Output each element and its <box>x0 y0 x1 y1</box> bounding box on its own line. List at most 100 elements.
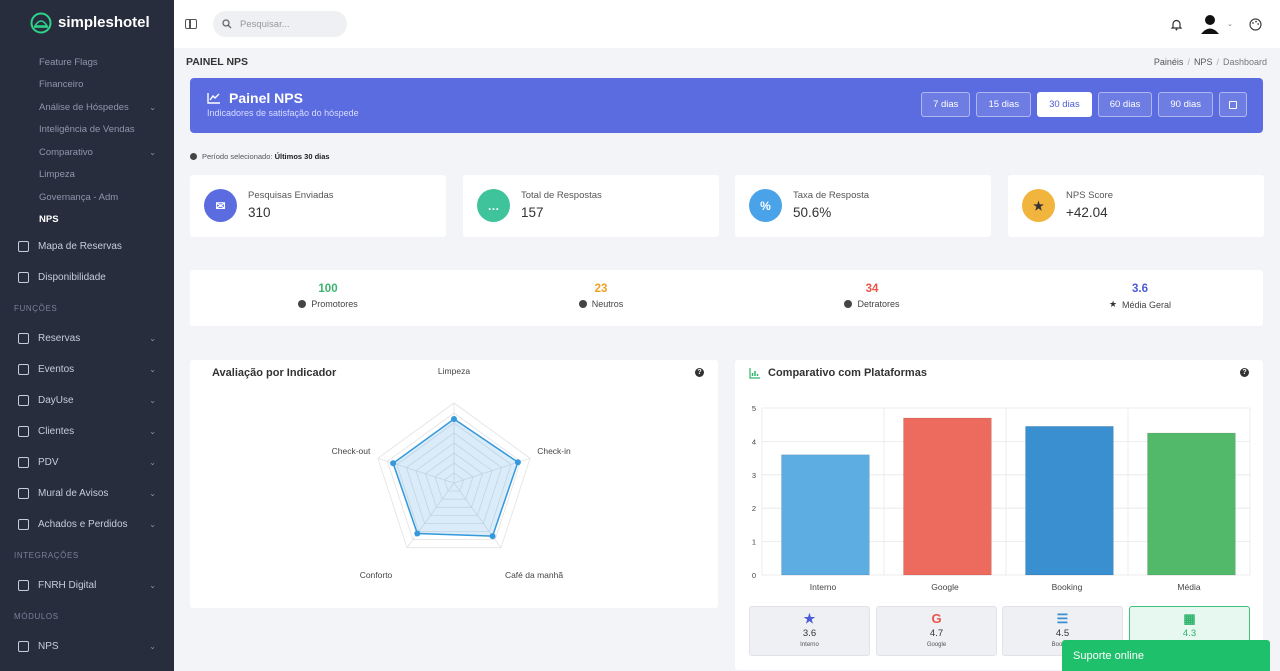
chevron-down-icon: ⌄ <box>149 396 156 405</box>
sidebar-subitem-feature-flags[interactable]: Feature Flags <box>0 51 174 74</box>
radar-point-limpeza <box>451 416 457 422</box>
range-7-dias-button[interactable]: 7 dias <box>921 92 971 117</box>
breadcrumb-paineis[interactable]: Painéis <box>1153 57 1184 67</box>
user-icon <box>18 426 29 437</box>
bed-icon: ☰ <box>1056 611 1069 626</box>
platform-google-card[interactable]: G 4.7 Google <box>876 606 997 656</box>
sidebar-subitem-comparativo[interactable]: Comparativo ⌄ <box>0 141 174 164</box>
sidebar-item-label: Disponibilidade <box>38 272 106 283</box>
radar-label-cafe-da-manha: Café da manhã <box>505 570 563 580</box>
sidebar-subitem-financeiro[interactable]: Financeiro <box>0 74 174 97</box>
radar-grid-ring <box>396 422 512 532</box>
bar-card-title: Comparativo com Plataformas <box>749 367 927 379</box>
sidebar-item-fnrh-digital[interactable]: FNRH Digital ⌄ <box>0 570 174 601</box>
frown-icon <box>844 300 853 308</box>
radar-spoke <box>406 482 455 548</box>
sidebar-item-reservas[interactable]: Reservas ⌄ <box>0 323 174 354</box>
sidebar-item-dayuse[interactable]: DayUse ⌄ <box>0 385 174 416</box>
sidebar-item-left: PDV <box>18 457 59 468</box>
sidebar-subitem-nps[interactable]: NPS <box>0 209 174 232</box>
help-icon[interactable]: ? <box>1240 368 1249 377</box>
chevron-down-icon: ⌄ <box>149 642 156 651</box>
breadcrumb-nps[interactable]: NPS <box>1193 57 1213 67</box>
support-online-button[interactable]: Suporte online <box>1062 640 1270 671</box>
sidebar-item-mural-de-avisos[interactable]: Mural de Avisos ⌄ <box>0 478 174 509</box>
platform-name: Google <box>926 642 947 648</box>
radar-series-area <box>392 418 519 537</box>
sidebar-toggle-icon[interactable] <box>185 19 197 29</box>
kpi-icon-glyph: ✉ <box>215 198 226 213</box>
summary-value: 34 <box>865 283 879 295</box>
range-buttons: 7 dias 15 dias 30 dias 60 dias 90 dias <box>921 92 1247 117</box>
bar-ytick-label: 4 <box>752 437 756 446</box>
sidebar-subitem-inteligencia-de-vendas[interactable]: Inteligência de Vendas <box>0 119 174 142</box>
bell-service-logo-icon <box>30 12 52 33</box>
sidebar-item-left: DayUse <box>18 395 74 406</box>
sidebar-subitem-label: NPS <box>39 214 59 226</box>
radar-grid-ring <box>405 432 503 524</box>
user-avatar-icon <box>1201 15 1220 34</box>
sidebar-item-label: Clientes <box>38 426 75 437</box>
summary-neutros: 23 Neutros <box>511 283 691 309</box>
sidebar-subitem-label: Governança - Adm <box>39 191 119 203</box>
bar-card: Comparativo com Plataformas ? 0 1 2 3 4 5 Inte… <box>735 360 1263 670</box>
calendar-button[interactable] <box>1219 92 1247 117</box>
board-icon <box>18 488 29 499</box>
sidebar-item-left: Eventos <box>18 364 74 375</box>
chevron-down-icon: ⌄ <box>149 365 156 374</box>
summary-label: Neutros <box>591 299 624 309</box>
sidebar-item-achados-e-perdidos[interactable]: Achados e Perdidos ⌄ <box>0 509 174 540</box>
sidebar-item-disponibilidade[interactable]: Disponibilidade <box>0 262 174 293</box>
chevron-down-icon: ⌄ <box>149 458 156 467</box>
sidebar-item-clientes[interactable]: Clientes ⌄ <box>0 416 174 447</box>
bar-card-title-text: Comparativo com Plataformas <box>768 367 927 379</box>
platform-interno-card[interactable]: ★ 3.6 Interno <box>749 606 870 656</box>
section-modulos: MÓDULOS <box>14 611 59 621</box>
sidebar-item-label: DayUse <box>38 395 74 406</box>
period-label: Período selecionado: <box>202 152 273 161</box>
kpi-icon-glyph: ★ <box>1033 198 1044 213</box>
radar-grid-ring <box>415 442 493 516</box>
search-input[interactable]: Pesquisar... <box>213 11 347 37</box>
bar-media <box>1147 432 1236 576</box>
radar-grid-ring <box>425 452 483 508</box>
banner-title-text: Painel NPS <box>229 90 303 106</box>
bell-icon[interactable] <box>1170 18 1183 31</box>
search-placeholder: Pesquisar... <box>240 18 290 30</box>
topbar: Pesquisar... ⌄ <box>174 0 1280 48</box>
sidebar-item-mapa-de-reservas[interactable]: Mapa de Reservas <box>0 231 174 262</box>
avatar[interactable]: ⌄ <box>1199 13 1233 35</box>
range-15-dias-button[interactable]: 15 dias <box>976 92 1032 117</box>
chevron-down-icon: ⌄ <box>149 489 156 498</box>
section-funcoes: FUNÇÕES <box>14 303 58 313</box>
platform-name: Interno <box>800 642 819 648</box>
radar-card: Avaliação por Indicador ? Limpeza Check-i… <box>190 360 718 608</box>
info-icon <box>190 153 197 160</box>
summary-label: Detratores <box>857 299 900 309</box>
radar-label-check-out: Check-out <box>332 446 371 456</box>
sidebar-subitem-governanca-adm[interactable]: Governança - Adm <box>0 186 174 209</box>
sidebar-item-nps[interactable]: NPS ⌄ <box>0 631 174 662</box>
sidebar-item-pdv[interactable]: PDV ⌄ <box>0 447 174 478</box>
range-90-dias-button[interactable]: 90 dias <box>1158 92 1213 117</box>
range-60-dias-button[interactable]: 60 dias <box>1097 92 1153 117</box>
cart-icon <box>18 457 29 468</box>
radar-grid-ring <box>386 412 522 541</box>
sidebar-item-left: Mural de Avisos <box>18 488 108 499</box>
range-30-dias-button[interactable]: 30 dias <box>1037 92 1092 117</box>
sidebar-item-left: NPS <box>18 641 59 652</box>
platform-value: 4.3 <box>1182 628 1197 639</box>
summary-value: 3.6 <box>1132 283 1148 295</box>
sidebar-item-eventos[interactable]: Eventos ⌄ <box>0 354 174 385</box>
help-icon[interactable]: ? <box>695 368 704 377</box>
star-icon: ★ <box>1022 189 1055 222</box>
sidebar-subitem-limpeza[interactable]: Limpeza <box>0 164 174 187</box>
platform-value: 4.7 <box>929 628 944 639</box>
bar-google <box>903 417 992 576</box>
page-title: PAINEL NPS <box>186 56 249 68</box>
palette-icon[interactable] <box>1249 17 1262 31</box>
logo[interactable]: simpleshotel <box>0 0 174 45</box>
sidebar: simpleshotel Feature Flags Financeiro Anál… <box>0 0 174 671</box>
sidebar-subitem-analise-de-hospedes[interactable]: Análise de Hóspedes ⌄ <box>0 96 174 119</box>
kpi-value: 157 <box>521 205 544 220</box>
